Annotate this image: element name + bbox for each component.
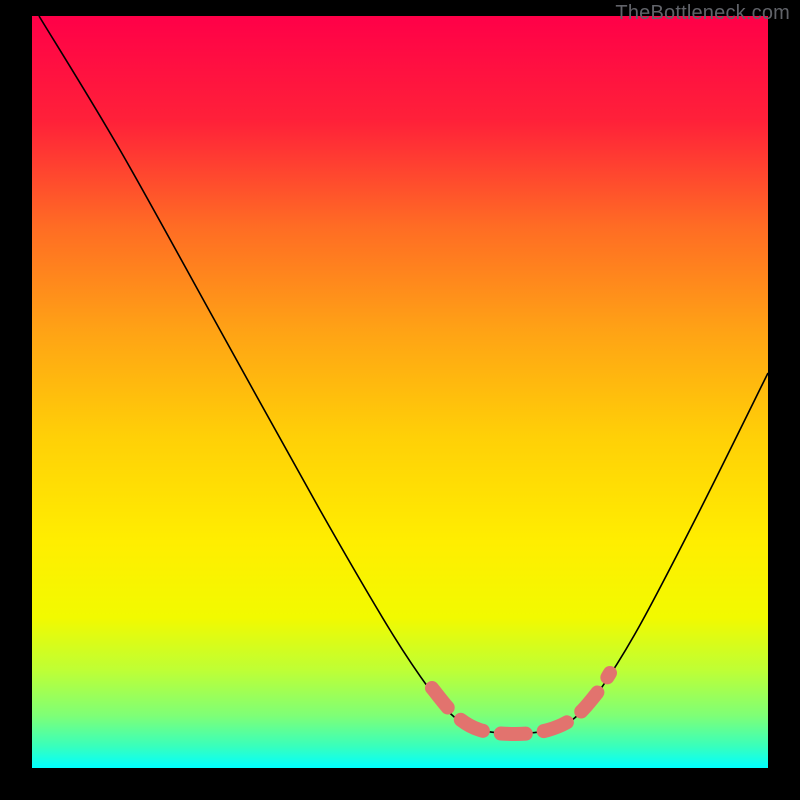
chart-svg	[0, 0, 800, 800]
gradient-background	[32, 16, 768, 768]
attribution-link[interactable]: TheBottleneck.com	[615, 2, 790, 25]
bottleneck-chart: TheBottleneck.com	[0, 0, 800, 800]
